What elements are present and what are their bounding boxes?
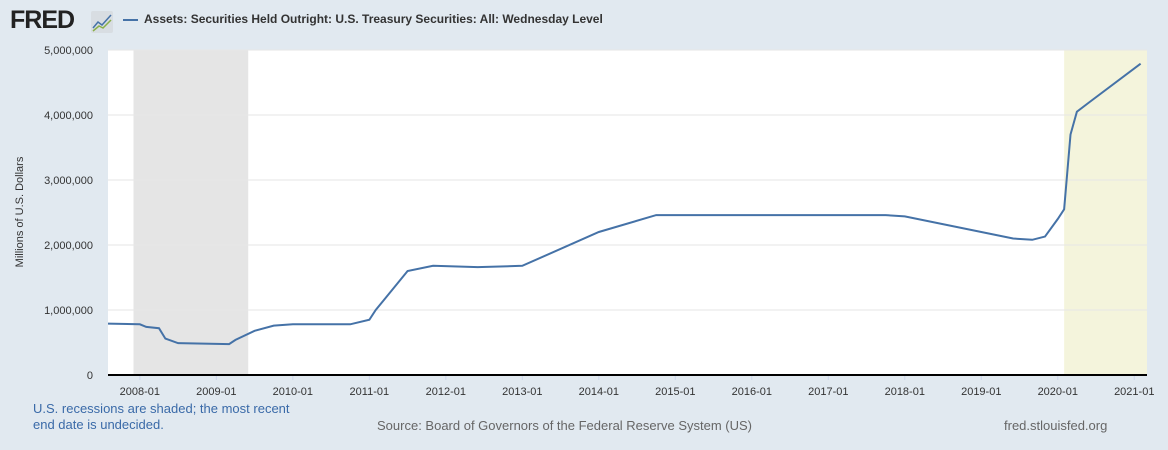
y-tick-label: 2,000,000 — [44, 240, 93, 252]
x-tick-label: 2017-01 — [808, 386, 848, 398]
y-tick-label: 1,000,000 — [44, 305, 93, 317]
fred-logo[interactable]: FRED — [10, 6, 75, 34]
series-line — [107, 62, 1142, 346]
x-tick-label: 2015-01 — [655, 386, 695, 398]
legend-label: Assets: Securities Held Outright: U.S. T… — [144, 12, 603, 26]
legend-swatch — [123, 18, 138, 21]
recession-note: U.S. recessions are shaded; the most rec… — [33, 401, 290, 433]
note-line: U.S. recessions are shaded; the most rec… — [33, 401, 290, 416]
x-tick-label: 2016-01 — [732, 386, 772, 398]
y-axis-label: Millions of U.S. Dollars — [14, 156, 26, 267]
site-link[interactable]: fred.stlouisfed.org — [1004, 418, 1108, 433]
y-tick-label: 0 — [87, 370, 93, 382]
x-tick-label: 2013-01 — [502, 386, 542, 398]
x-tick-label: 2011-01 — [350, 386, 390, 398]
recession-shade — [1064, 50, 1147, 375]
plot-background — [108, 50, 1147, 375]
legend-item: Assets: Securities Held Outright: U.S. T… — [123, 12, 603, 26]
x-tick-label: 2008-01 — [120, 386, 160, 398]
x-tick-label: 2018-01 — [885, 386, 925, 398]
chart-logo-icon — [91, 11, 113, 33]
x-tick-label: 2020-01 — [1038, 386, 1078, 398]
x-tick-label: 2019-01 — [961, 386, 1001, 398]
x-tick-label: 2012-01 — [426, 386, 466, 398]
note-line: end date is undecided. — [33, 417, 164, 432]
x-tick-label: 2014-01 — [579, 386, 619, 398]
recession-shade — [133, 50, 249, 375]
y-tick-label: 5,000,000 — [44, 45, 93, 57]
source-text: Source: Board of Governors of the Federa… — [377, 418, 752, 433]
x-tick-label: 2010-01 — [273, 386, 313, 398]
x-tick-label: 2021-01 — [1114, 386, 1154, 398]
y-tick-label: 3,000,000 — [44, 175, 93, 187]
y-tick-label: 4,000,000 — [44, 110, 93, 122]
x-tick-label: 2009-01 — [196, 386, 236, 398]
